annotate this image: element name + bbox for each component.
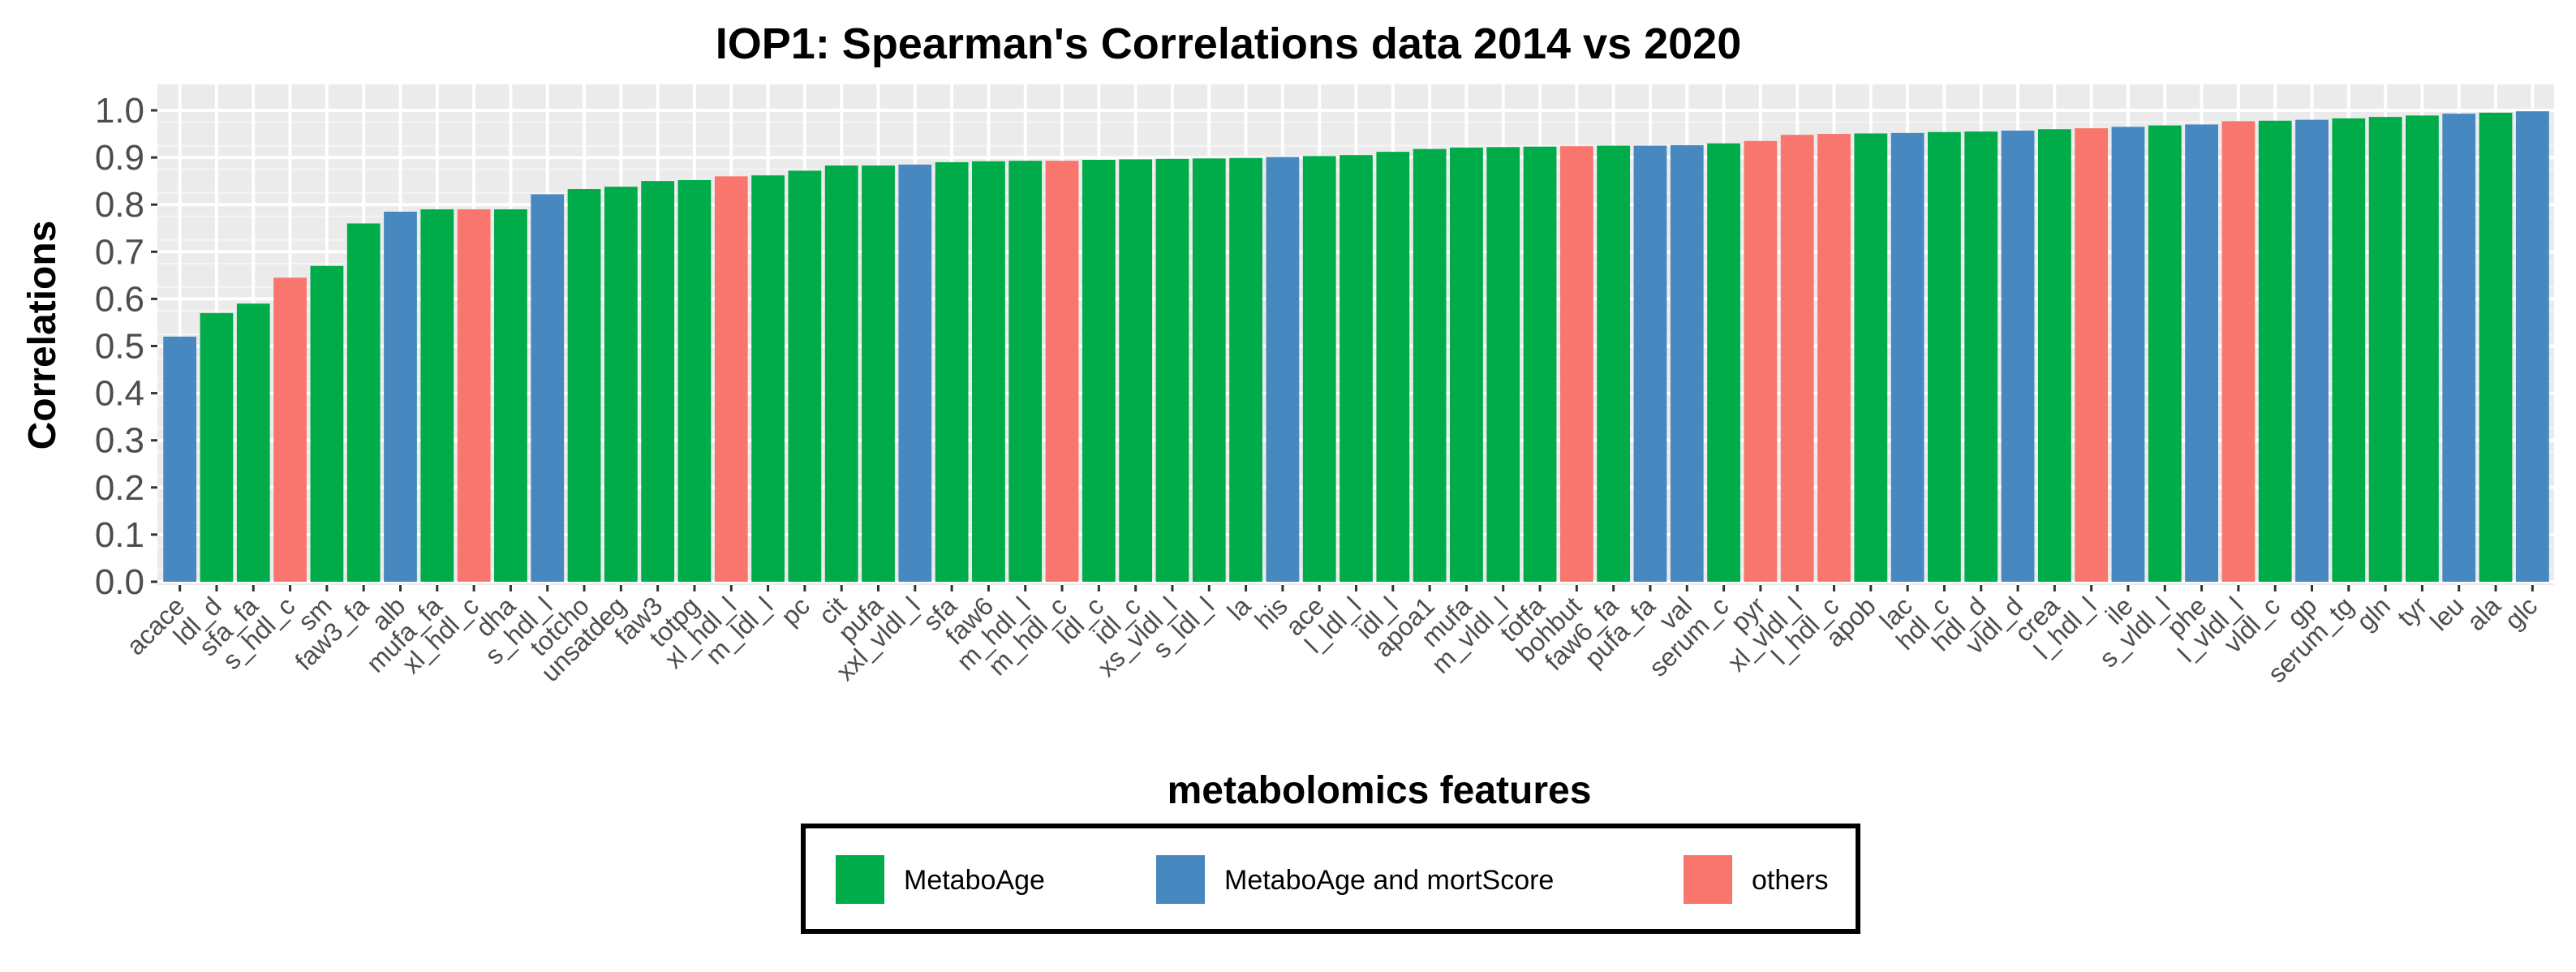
bar-xl-hdl-l — [714, 176, 748, 582]
bar-pufa-fa — [1633, 145, 1667, 582]
bar-gp — [2295, 119, 2329, 582]
bar-l-hdl-l — [2075, 128, 2109, 582]
bar-totfa — [1523, 146, 1557, 583]
x-tick-label: tyr — [2392, 591, 2433, 632]
bar-alb — [384, 211, 417, 582]
legend-key — [1156, 855, 1205, 904]
bar-acace — [163, 336, 197, 582]
bar-crea — [2037, 129, 2071, 583]
y-tick-label: 0.2 — [95, 468, 144, 508]
bar-sfa-fa — [236, 303, 270, 582]
bar-faw6 — [972, 161, 1005, 582]
bar-m-hdl-l — [1008, 161, 1043, 583]
bar-bohbut — [1559, 146, 1593, 582]
bar-xs-vldl-l — [1155, 158, 1189, 583]
y-tick-label: 0.8 — [95, 185, 144, 225]
y-tick-label: 0.1 — [95, 515, 144, 555]
bar-serum-c — [1707, 143, 1740, 583]
bar-idl-l — [1376, 152, 1410, 582]
bar-mufa-fa — [420, 209, 454, 582]
bar-sfa — [935, 161, 969, 582]
bar-glc — [2515, 111, 2549, 582]
y-tick-label: 0.4 — [95, 374, 144, 414]
bar-xl-hdl-c — [457, 209, 491, 582]
bar-ile — [2111, 127, 2145, 583]
bar-his — [1266, 157, 1300, 582]
bar-serum-tg — [2332, 118, 2366, 582]
legend-label: MetaboAge and mortScore — [1224, 865, 1554, 896]
bar-l-vldl-l — [2221, 121, 2256, 583]
chart-title: IOP1: Spearman's Correlations data 2014 … — [716, 19, 1741, 68]
y-tick-label: 0.7 — [95, 232, 144, 272]
bar-faw3-fa — [346, 223, 381, 582]
bar-s-hdl-c — [273, 277, 307, 582]
bar-leu — [2442, 114, 2476, 582]
bar-cit — [824, 165, 858, 583]
bar-hdl-c — [1928, 131, 1961, 583]
bar-m-hdl-c — [1045, 161, 1079, 583]
legend-label: others — [1752, 865, 1829, 896]
bar-xl-vldl-l — [1780, 135, 1814, 582]
bar-xxl-vldl-l — [898, 164, 932, 582]
x-tick-label: pc — [775, 591, 815, 630]
bar-apob — [1854, 133, 1888, 583]
bar-l-hdl-c — [1817, 134, 1851, 583]
bar-dha — [494, 209, 527, 582]
y-tick-label: 0.5 — [95, 327, 144, 367]
bar-m-vldl-l — [1486, 147, 1520, 582]
y-tick-label: 0.9 — [95, 138, 144, 178]
bar-sm — [310, 265, 344, 582]
y-tick-label: 0.0 — [95, 562, 144, 602]
bar-gln — [2368, 117, 2402, 582]
bar-vldl-c — [2258, 120, 2292, 582]
bar-totpg — [677, 179, 712, 583]
bar-s-ldl-l — [1192, 158, 1226, 582]
bar-l-ldl-l — [1340, 155, 1373, 582]
bar-faw3 — [641, 181, 675, 582]
bar-ala — [2479, 112, 2513, 582]
bar-val — [1670, 144, 1704, 583]
bar-pyr — [1744, 140, 1778, 582]
bar-ldl-d — [200, 312, 234, 582]
x-tick-label: glc — [2499, 591, 2543, 634]
bar-mufa — [1450, 147, 1483, 582]
bar-s-hdl-l — [531, 194, 565, 583]
bar-lac — [1890, 132, 1924, 582]
bar-pufa — [862, 165, 895, 583]
y-axis-title: Correlations — [21, 221, 64, 450]
x-axis-title: metabolomics features — [1168, 769, 1592, 812]
legend-key — [1684, 855, 1732, 904]
bar-la — [1229, 157, 1262, 582]
bar-totcho — [567, 189, 601, 582]
bar-idl-c — [1119, 159, 1153, 583]
x-tick-label: gln — [2350, 591, 2396, 636]
x-tick-label: la — [1221, 591, 1256, 626]
legend-label: MetaboAge — [904, 865, 1045, 896]
bar-phe — [2185, 124, 2218, 582]
bar-tyr — [2406, 115, 2439, 582]
bars — [163, 111, 2549, 583]
y-tick-label: 1.0 — [95, 91, 144, 131]
y-tick-label: 0.6 — [95, 279, 144, 319]
bar-ace — [1302, 156, 1336, 583]
bar-hdl-d — [1964, 131, 1998, 582]
bar-pc — [788, 170, 822, 582]
bar-apoa1 — [1413, 148, 1447, 582]
bar-ldl-c — [1082, 160, 1116, 582]
bar-faw6-fa — [1597, 145, 1631, 582]
legend-key — [836, 855, 884, 904]
legend: MetaboAge MetaboAge and mortScore others — [801, 824, 1860, 934]
y-tick-label: 0.3 — [95, 421, 144, 461]
bar-unsatdeg — [604, 187, 638, 582]
x-tick-label: faw3_fa — [289, 591, 374, 676]
bar-vldl-d — [2001, 130, 2035, 583]
bar-m-ldl-l — [751, 175, 785, 582]
bar-s-vldl-l — [2148, 125, 2182, 583]
y-axis: 0.0 0.1 0.2 0.3 0.4 0.5 0.6 0.7 0.8 0.9 1.0 — [95, 91, 157, 602]
x-axis: acaceldl_dsfa_fas_hdl_csmfaw3_faalbmufa_… — [121, 585, 2543, 688]
legend-box — [801, 824, 1860, 934]
